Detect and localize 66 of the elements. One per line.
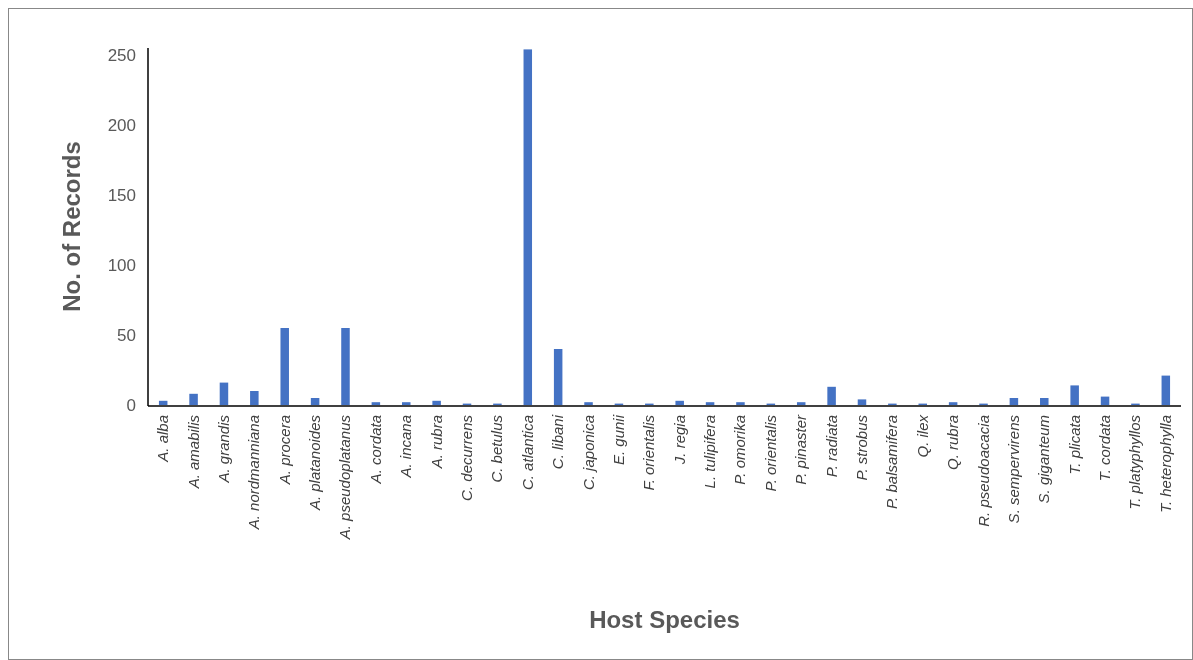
x-tick-label: C. libani	[549, 414, 567, 470]
x-tick-label: L. tulipifera	[701, 415, 719, 489]
x-axis-title: Host Species	[589, 606, 740, 633]
x-tick-label: T. platyphyllos	[1126, 414, 1144, 510]
x-tick-label: C. atlantica	[518, 415, 536, 491]
x-tick-label: C. betulus	[488, 414, 506, 483]
bar	[1100, 396, 1110, 405]
x-tick-label: P. omorika	[731, 415, 749, 485]
bar	[219, 382, 229, 405]
bar	[402, 402, 411, 405]
x-tick-label: P. balsamifera	[883, 415, 901, 509]
x-tick-label: P. pinaster	[792, 414, 810, 485]
y-tick-label: 0	[126, 395, 136, 415]
x-tick-label: A. alba	[154, 415, 172, 463]
bar	[948, 402, 958, 405]
x-tick-label: A. cordata	[366, 415, 384, 485]
x-tick-label: C. decurrens	[458, 414, 476, 501]
x-tick-label: T. cordata	[1096, 415, 1114, 482]
bar	[675, 400, 684, 405]
y-tick-label: 200	[107, 115, 136, 135]
y-tick-label: 100	[107, 255, 136, 275]
x-tick-label: P. radiata	[822, 415, 840, 478]
x-tick-label: A. pseudoplatanus	[336, 414, 354, 541]
x-tick-label: E. gunii	[609, 414, 627, 466]
bar	[553, 349, 563, 405]
x-tick-label: A. platanoides	[306, 414, 324, 512]
bar	[736, 402, 745, 405]
x-tick-label: A. incana	[397, 415, 415, 479]
x-tick-label: Q. ilex	[913, 414, 931, 458]
bar	[1040, 398, 1049, 405]
bar	[705, 402, 715, 405]
x-tick-label: P. strobus	[852, 414, 870, 481]
bar	[827, 386, 836, 405]
x-tick-label: R. pseudoacacia	[974, 415, 992, 527]
x-tick-label: P. orientalis	[761, 414, 779, 492]
x-tick-label: Q. rubra	[944, 415, 962, 471]
x-tick-label: T. plicata	[1065, 415, 1083, 475]
bar	[432, 400, 441, 405]
bar	[1161, 375, 1171, 405]
bar	[1070, 385, 1079, 405]
bar	[796, 402, 806, 405]
bar	[584, 402, 593, 405]
x-tick-label: A. amabilis	[184, 414, 202, 490]
bar	[189, 393, 198, 405]
x-tick-label: T. heterophylla	[1156, 415, 1174, 513]
x-tick-label: F. orientalis	[640, 414, 658, 491]
y-tick-label: 250	[107, 45, 136, 65]
bar	[371, 402, 381, 405]
x-tick-label: A. rubra	[427, 415, 445, 470]
bar	[341, 328, 350, 405]
bar	[280, 328, 289, 405]
y-tick-label: 50	[117, 325, 136, 345]
x-tick-label: A. nordmanniana	[245, 415, 263, 531]
bar	[857, 399, 867, 405]
x-tick-label: C. japonica	[579, 415, 597, 491]
bar	[1009, 398, 1019, 405]
bar	[250, 391, 259, 405]
x-tick-label: A. procera	[275, 415, 293, 486]
x-tick-label: S. giganteum	[1035, 415, 1053, 504]
x-tick-label: J. regia	[670, 415, 688, 466]
y-axis-title: No. of Records	[58, 141, 85, 312]
bar	[310, 398, 320, 405]
x-tick-label: S. sempervirens	[1004, 414, 1022, 524]
y-tick-label: 150	[107, 185, 136, 205]
bar	[523, 49, 533, 405]
x-tick-label: A. grandis	[214, 414, 232, 484]
